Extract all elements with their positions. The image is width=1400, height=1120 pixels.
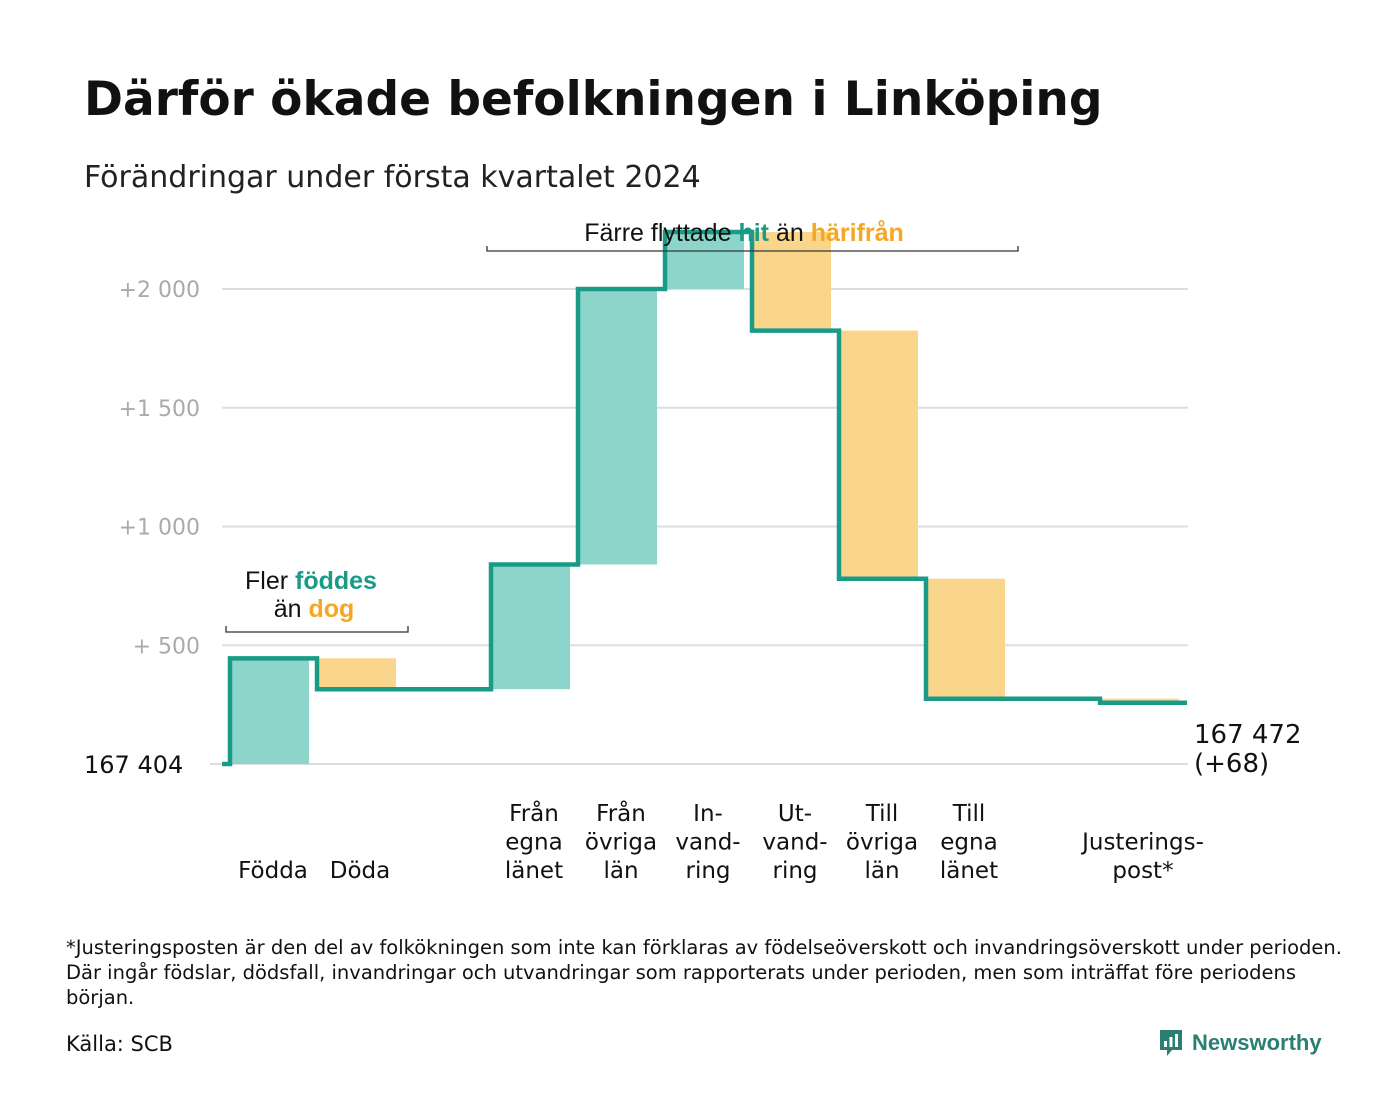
chart-subtitle: Förändringar under första kvartalet 2024 — [84, 160, 701, 195]
category-label: In- — [693, 801, 723, 827]
increase-bar — [230, 658, 309, 764]
decrease-bar — [839, 330, 918, 579]
source-note: Källa: SCB — [66, 1032, 173, 1056]
decrease-bar — [317, 658, 396, 690]
births-annotation-line2: än dog — [274, 595, 355, 623]
births-bracket — [225, 626, 409, 633]
start-value-label: 167 404 — [84, 751, 183, 779]
brand-name: Newsworthy — [1192, 1030, 1322, 1055]
migration-annotation: Färre flyttade hit än härifrån — [584, 219, 904, 247]
newsworthy-logo: Newsworthy — [1158, 1028, 1322, 1058]
footnote: *Justeringsposten är den del av folkökni… — [66, 936, 1342, 1009]
category-label: Döda — [330, 858, 390, 884]
category-label: ring — [772, 858, 817, 884]
category-label: länet — [505, 858, 563, 884]
end-change-label: (+68) — [1194, 749, 1269, 779]
cumulative-step-line — [222, 229, 1187, 767]
newsworthy-logo-icon — [1160, 1030, 1182, 1056]
category-label: post* — [1112, 858, 1173, 884]
chart-title: Därför ökade befolkningen i Linköping — [84, 72, 1103, 127]
category-label: Födda — [238, 858, 308, 884]
decrease-bar — [752, 232, 831, 331]
category-label: Från — [509, 799, 559, 827]
category-label: Justerings- — [1080, 830, 1204, 856]
category-label: län — [864, 858, 899, 884]
migration-bracket — [486, 246, 1019, 252]
category-label: länet — [940, 858, 998, 884]
category-label: vand- — [675, 830, 740, 856]
category-label: ring — [685, 858, 730, 884]
category-label: egna — [940, 830, 997, 856]
category-label: Till — [865, 801, 899, 827]
decrease-bar — [926, 578, 1005, 699]
increase-bar — [665, 232, 744, 289]
category-label: vand- — [762, 830, 827, 856]
increase-bar — [578, 289, 657, 565]
category-label: övriga — [846, 830, 918, 856]
y-tick-label: +1 500 — [119, 397, 200, 422]
increase-bar — [491, 564, 570, 690]
y-tick-label: +1 000 — [119, 516, 200, 541]
category-label: egna — [505, 830, 562, 856]
births-annotation: Fler föddes — [245, 567, 377, 595]
y-tick-label: +2 000 — [119, 278, 200, 303]
category-label: Ut- — [778, 801, 812, 827]
waterfall-chart: + 500 +1 000 +1 500 +2 000 167 404 167 472(+6… — [84, 219, 1302, 884]
end-value-label: 167 472 — [1194, 720, 1302, 750]
category-label: Till — [952, 801, 986, 827]
category-label: län — [603, 858, 638, 884]
category-label: övriga — [585, 830, 657, 856]
category-label: Från — [596, 799, 646, 827]
y-tick-label: + 500 — [133, 634, 200, 659]
